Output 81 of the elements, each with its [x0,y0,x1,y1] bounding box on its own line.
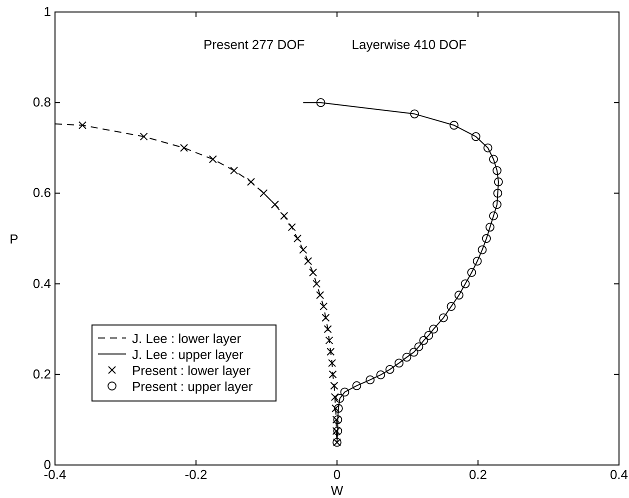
point [320,302,328,310]
point [332,427,340,436]
point [326,348,335,356]
x-tick-label: 0.2 [468,467,488,482]
point [309,268,318,276]
point [366,375,375,384]
point [493,188,502,198]
point [340,388,350,397]
point [316,291,324,300]
y-tick-label: 0.2 [32,366,51,382]
x-tick-label: 0 [333,467,341,482]
point [394,358,404,368]
point [439,313,448,322]
point [333,415,342,424]
point [280,212,288,220]
point [414,342,424,352]
point [332,416,340,424]
point [486,222,494,232]
point [483,143,492,152]
y-tick-label: 1 [44,4,51,19]
point [140,132,148,141]
point [328,359,336,368]
legend-label: J. Lee : upper layer [132,347,244,362]
y-tick-label: 0.8 [32,94,51,110]
y-tick-label: 0.4 [32,276,51,291]
point [180,144,188,152]
point [230,166,238,175]
x-axis-title: W [330,483,344,498]
point [472,256,482,266]
point [294,234,302,242]
point [419,336,428,345]
point [324,325,332,334]
point [471,132,480,142]
y-tick-label: 0.6 [32,185,51,200]
point [454,290,464,300]
point [424,330,434,340]
point [246,178,255,186]
point [325,336,334,344]
annotation: Layerwise 410 DOF [352,37,467,52]
point [260,189,268,198]
point [332,404,340,412]
point [322,314,330,322]
point [385,364,394,374]
legend-label: Present : lower layer [132,363,252,378]
point [492,166,502,175]
point [467,268,476,277]
point [328,370,337,378]
point [429,324,438,334]
annotation: Present 277 DOF [204,37,305,52]
point [334,404,343,413]
point [478,245,487,254]
point [376,370,386,380]
point [316,98,326,108]
point [482,234,491,243]
point [330,382,338,390]
x-tick-label: 0.4 [610,467,628,482]
point [489,154,498,164]
point [312,280,321,288]
point [410,109,419,118]
point [288,223,296,232]
point [78,121,86,130]
point [492,200,502,209]
legend-label: J. Lee : lower layer [132,331,242,346]
point [460,279,470,288]
point [352,381,362,390]
point [208,155,217,164]
point [270,200,279,209]
point [402,352,412,362]
point [304,257,312,266]
point [299,246,308,254]
point [450,120,458,130]
point [409,348,418,357]
point [494,177,503,186]
point [330,393,339,402]
point [446,302,456,311]
point [333,426,342,436]
point [335,394,344,403]
x-tick-label: -0.2 [184,467,208,482]
y-axis-title: P [10,232,18,246]
legend-label: Present : upper layer [132,379,254,394]
point [489,211,498,220]
